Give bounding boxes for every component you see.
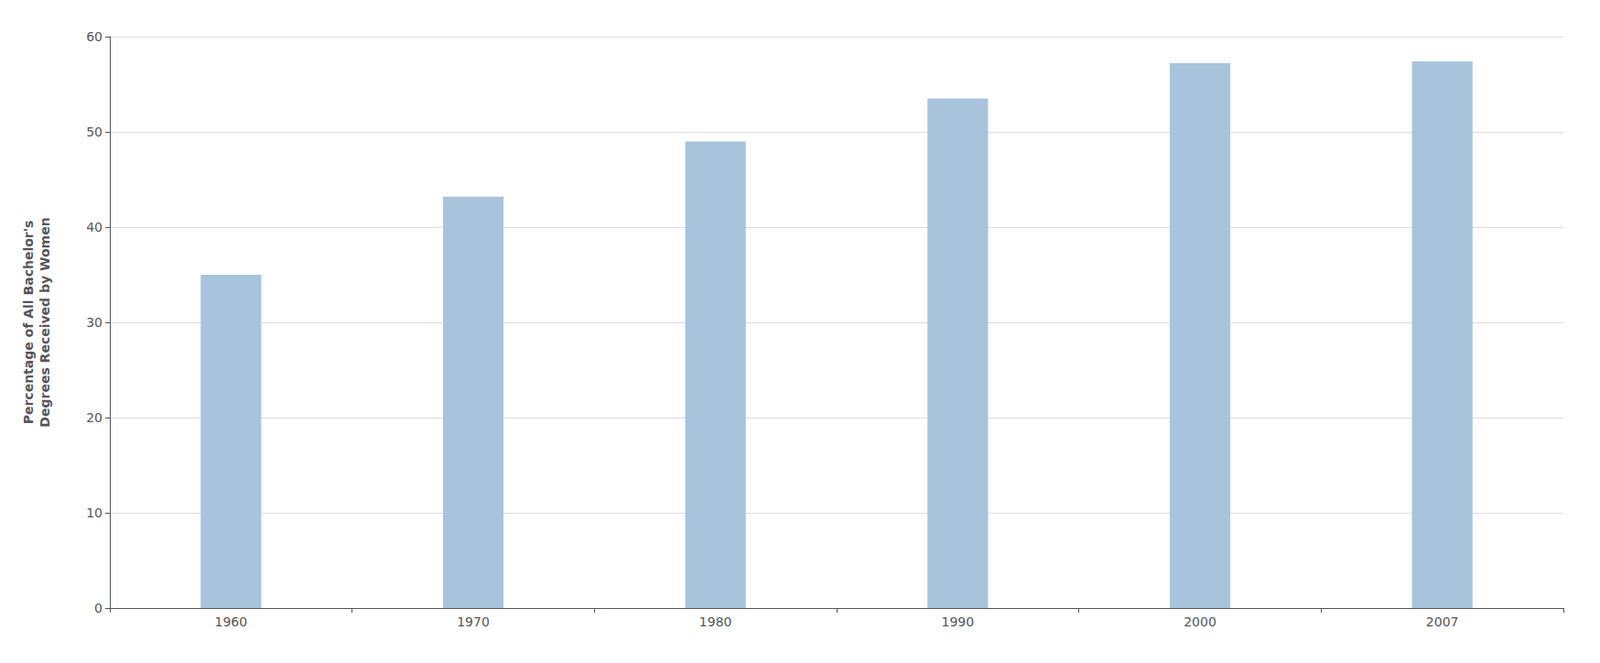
svg-text:2000: 2000 bbox=[1183, 614, 1217, 629]
svg-text:40: 40 bbox=[86, 219, 103, 235]
svg-text:60: 60 bbox=[86, 29, 103, 44]
svg-text:50: 50 bbox=[86, 124, 103, 140]
svg-text:20: 20 bbox=[86, 410, 103, 425]
svg-text:Degrees Received by Women: Degrees Received by Women bbox=[37, 216, 53, 427]
svg-text:1970: 1970 bbox=[456, 614, 490, 629]
svg-text:1980: 1980 bbox=[699, 614, 733, 629]
svg-text:0: 0 bbox=[94, 600, 103, 616]
svg-text:1960: 1960 bbox=[215, 614, 249, 629]
svg-text:Percentage of All Bachelor's: Percentage of All Bachelor's bbox=[21, 220, 36, 425]
svg-text:1990: 1990 bbox=[941, 614, 975, 629]
svg-text:10: 10 bbox=[86, 505, 103, 520]
svg-text:30: 30 bbox=[86, 314, 103, 330]
svg-text:2007: 2007 bbox=[1426, 614, 1460, 629]
